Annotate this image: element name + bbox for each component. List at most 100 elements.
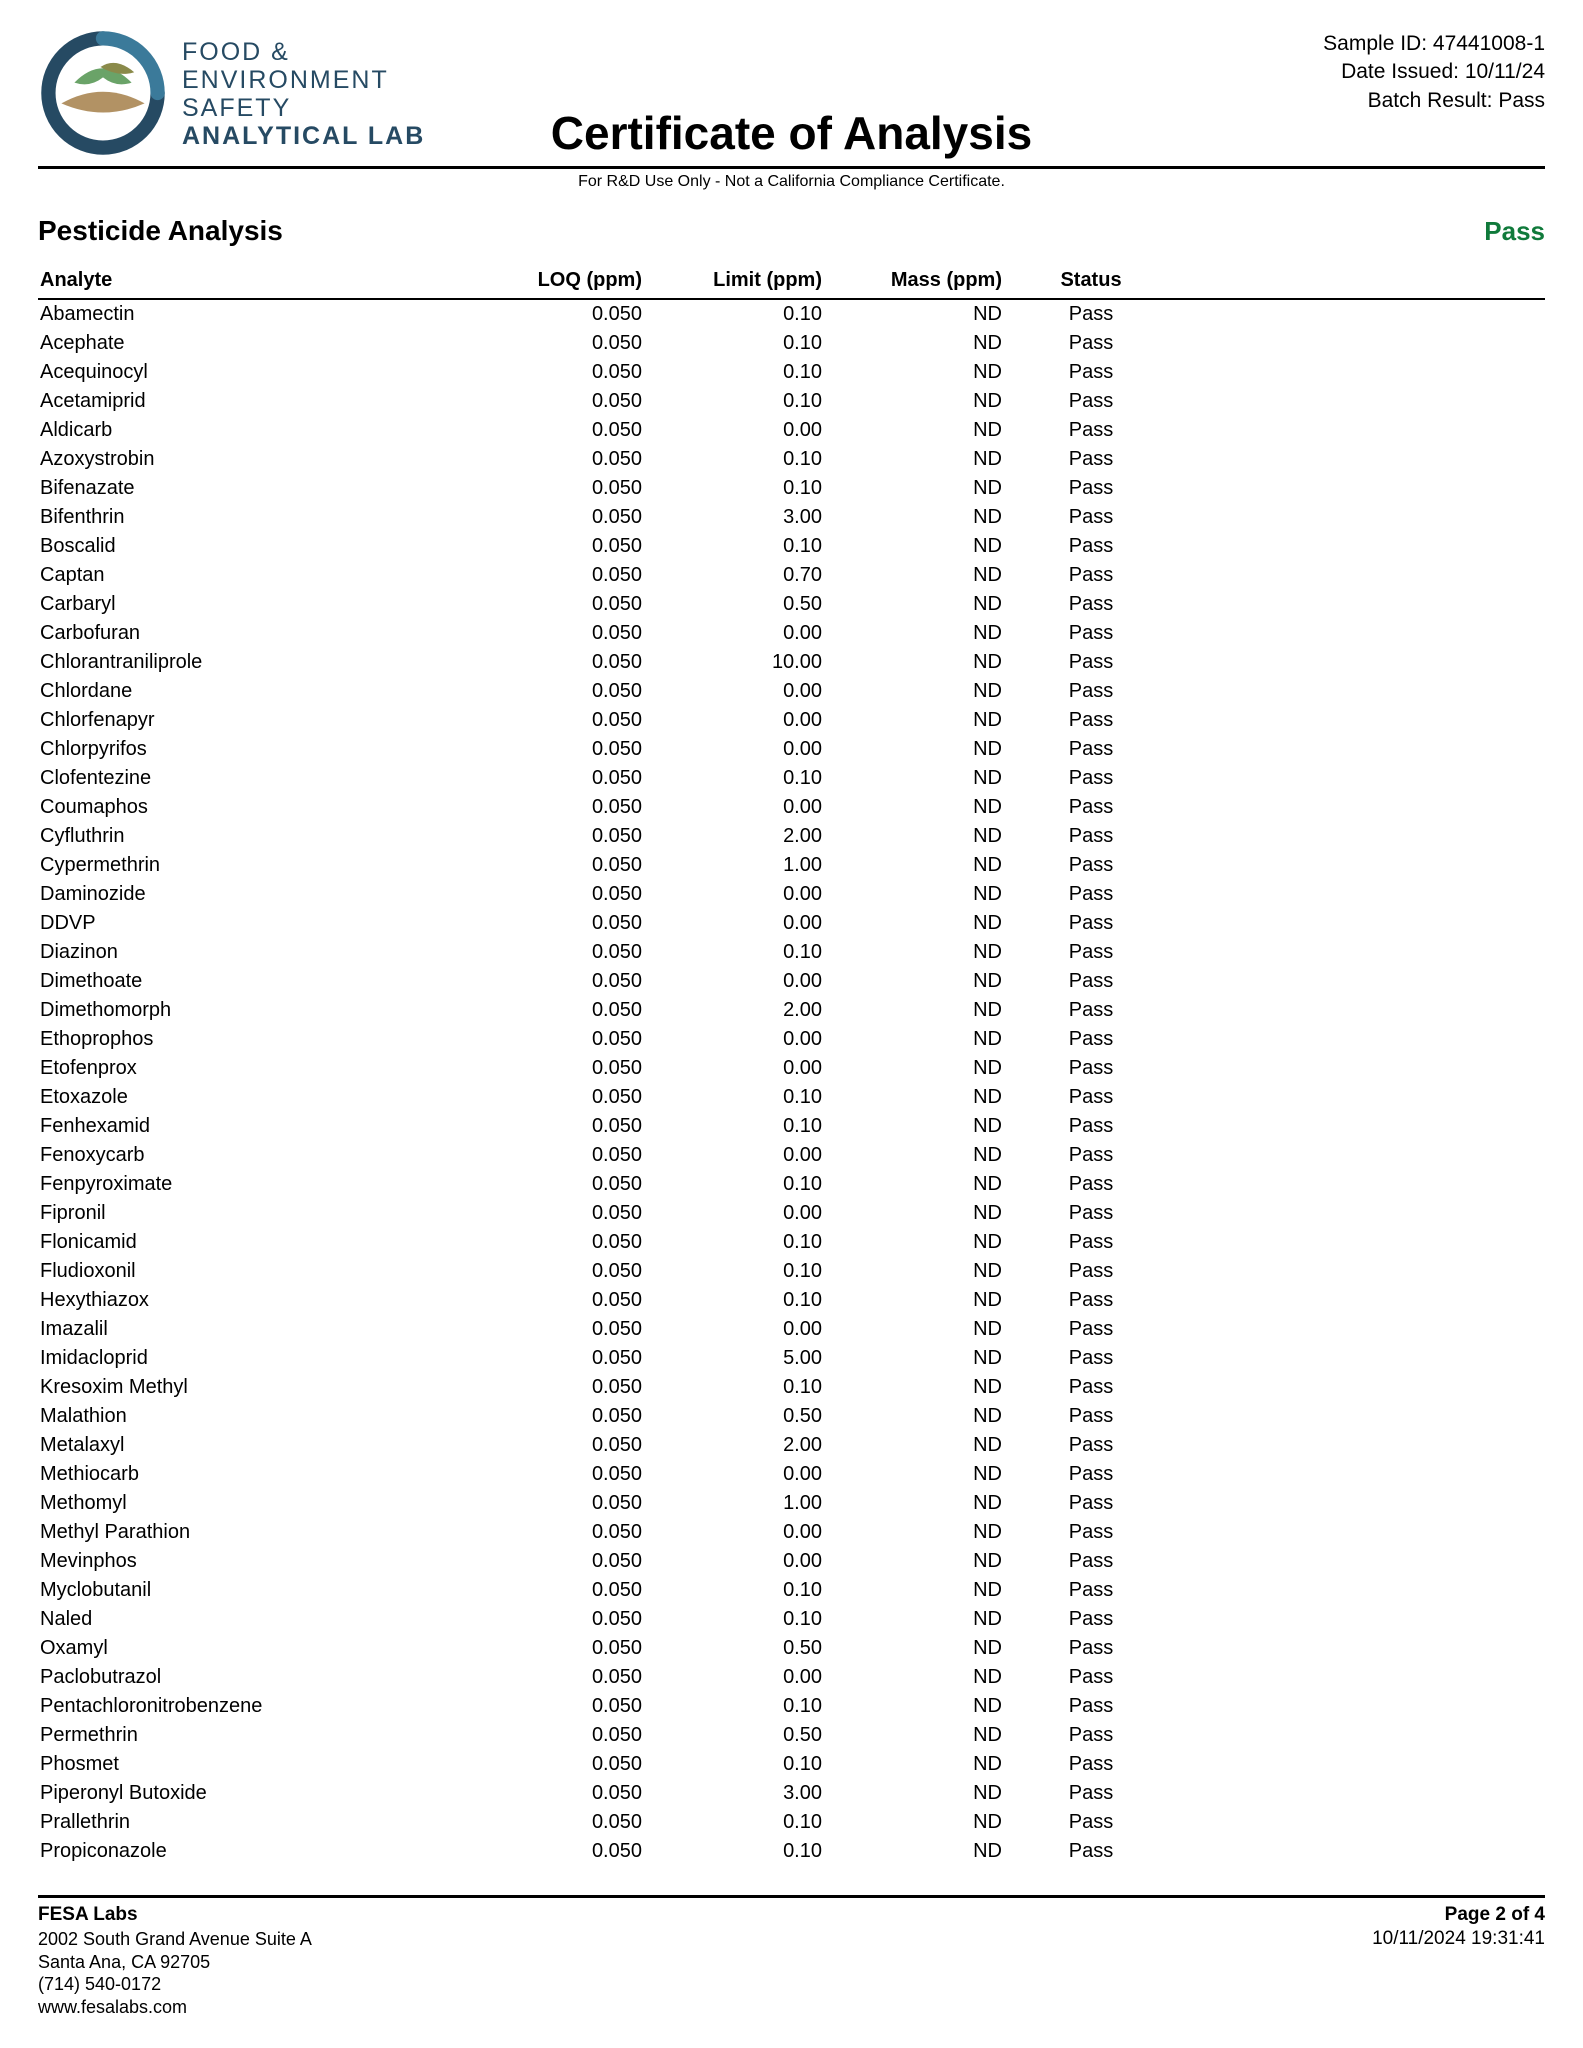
- table-row: Chlorfenapyr0.0500.00NDPass: [38, 706, 1545, 735]
- table-cell: Pass: [1008, 1286, 1178, 1315]
- table-cell: Pass: [1008, 880, 1178, 909]
- title-row: Certificate of Analysis: [38, 106, 1545, 160]
- table-cell-pad: [1178, 1315, 1545, 1344]
- table-cell: Fenhexamid: [38, 1112, 468, 1141]
- table-cell: 0.00: [648, 619, 828, 648]
- table-cell: Pass: [1008, 1431, 1178, 1460]
- table-cell: Methyl Parathion: [38, 1518, 468, 1547]
- table-cell: ND: [828, 1170, 1008, 1199]
- table-row: Fenhexamid0.0500.10NDPass: [38, 1112, 1545, 1141]
- table-cell: Hexythiazox: [38, 1286, 468, 1315]
- table-cell: 0.10: [648, 358, 828, 387]
- table-cell-pad: [1178, 1808, 1545, 1837]
- date-issued-row: Date Issued: 10/11/24: [1323, 58, 1545, 86]
- table-cell: 0.00: [648, 1199, 828, 1228]
- table-cell: 0.050: [468, 1605, 648, 1634]
- table-cell: 0.050: [468, 1634, 648, 1663]
- table-cell: 0.10: [648, 1373, 828, 1402]
- table-cell-pad: [1178, 1141, 1545, 1170]
- table-cell: Pass: [1008, 532, 1178, 561]
- table-cell: Pass: [1008, 793, 1178, 822]
- table-cell: Diazinon: [38, 938, 468, 967]
- table-cell: Phosmet: [38, 1750, 468, 1779]
- table-cell: 0.00: [648, 1141, 828, 1170]
- table-row: Imidacloprid0.0505.00NDPass: [38, 1344, 1545, 1373]
- table-row: Methomyl0.0501.00NDPass: [38, 1489, 1545, 1518]
- table-cell-pad: [1178, 387, 1545, 416]
- table-cell: 0.050: [468, 445, 648, 474]
- table-cell: ND: [828, 1721, 1008, 1750]
- table-row: Oxamyl0.0500.50NDPass: [38, 1634, 1545, 1663]
- table-cell: 0.050: [468, 1402, 648, 1431]
- table-cell: 0.050: [468, 1489, 648, 1518]
- table-cell: 0.050: [468, 1373, 648, 1402]
- table-cell: 0.10: [648, 1286, 828, 1315]
- table-cell: Pass: [1008, 445, 1178, 474]
- table-cell: 0.050: [468, 1199, 648, 1228]
- table-cell: Pass: [1008, 1837, 1178, 1866]
- table-cell-pad: [1178, 1402, 1545, 1431]
- table-row: Paclobutrazol0.0500.00NDPass: [38, 1663, 1545, 1692]
- table-cell: ND: [828, 1315, 1008, 1344]
- table-cell: Pass: [1008, 416, 1178, 445]
- table-cell: 5.00: [648, 1344, 828, 1373]
- table-cell: Pass: [1008, 1054, 1178, 1083]
- table-cell: ND: [828, 532, 1008, 561]
- table-cell: 0.00: [648, 1025, 828, 1054]
- table-cell: ND: [828, 1460, 1008, 1489]
- table-cell: 0.050: [468, 1170, 648, 1199]
- table-cell: ND: [828, 1634, 1008, 1663]
- table-cell: Bifenthrin: [38, 503, 468, 532]
- table-cell: Pass: [1008, 1228, 1178, 1257]
- table-row: Propiconazole0.0500.10NDPass: [38, 1837, 1545, 1866]
- table-cell: Paclobutrazol: [38, 1663, 468, 1692]
- table-cell: 0.050: [468, 1228, 648, 1257]
- table-cell: Pass: [1008, 1373, 1178, 1402]
- table-cell: Pass: [1008, 1344, 1178, 1373]
- table-cell: 0.050: [468, 358, 648, 387]
- section-header: Pesticide Analysis Pass: [38, 215, 1545, 247]
- table-row: Dimethoate0.0500.00NDPass: [38, 967, 1545, 996]
- date-issued-label: Date Issued:: [1341, 60, 1465, 83]
- table-cell-pad: [1178, 1170, 1545, 1199]
- table-cell: Pass: [1008, 1634, 1178, 1663]
- table-cell: Naled: [38, 1605, 468, 1634]
- table-header-row: Analyte LOQ (ppm) Limit (ppm) Mass (ppm)…: [38, 265, 1545, 299]
- table-cell-pad: [1178, 938, 1545, 967]
- table-cell: 0.10: [648, 1605, 828, 1634]
- table-cell: ND: [828, 822, 1008, 851]
- table-cell: ND: [828, 561, 1008, 590]
- table-cell: Etoxazole: [38, 1083, 468, 1112]
- table-cell: Pass: [1008, 1141, 1178, 1170]
- table-cell: ND: [828, 880, 1008, 909]
- table-cell: ND: [828, 1692, 1008, 1721]
- table-cell: Pass: [1008, 648, 1178, 677]
- table-cell-pad: [1178, 503, 1545, 532]
- table-cell: 0.050: [468, 938, 648, 967]
- table-cell: 0.050: [468, 822, 648, 851]
- table-cell: 0.050: [468, 1344, 648, 1373]
- table-cell: 0.10: [648, 938, 828, 967]
- table-row: Dimethomorph0.0502.00NDPass: [38, 996, 1545, 1025]
- footer-address: 2002 South Grand Avenue Suite A Santa An…: [38, 1928, 312, 2018]
- table-cell: 0.050: [468, 590, 648, 619]
- table-cell: 0.050: [468, 1779, 648, 1808]
- col-loq: LOQ (ppm): [468, 265, 648, 299]
- table-cell: Pass: [1008, 590, 1178, 619]
- table-row: Methiocarb0.0500.00NDPass: [38, 1460, 1545, 1489]
- table-cell-pad: [1178, 793, 1545, 822]
- table-cell: ND: [828, 387, 1008, 416]
- table-cell-pad: [1178, 1779, 1545, 1808]
- table-cell: 0.050: [468, 1112, 648, 1141]
- table-cell: 0.050: [468, 329, 648, 358]
- table-cell: ND: [828, 1025, 1008, 1054]
- table-cell: 0.050: [468, 677, 648, 706]
- footer-page: Page 2 of 4: [1445, 1904, 1545, 1926]
- table-cell-pad: [1178, 851, 1545, 880]
- table-cell-pad: [1178, 967, 1545, 996]
- table-cell: 0.050: [468, 1431, 648, 1460]
- table-row: Bifenthrin0.0503.00NDPass: [38, 503, 1545, 532]
- table-cell: 0.70: [648, 561, 828, 590]
- footer-company: FESA Labs: [38, 1904, 138, 1926]
- table-cell-pad: [1178, 1576, 1545, 1605]
